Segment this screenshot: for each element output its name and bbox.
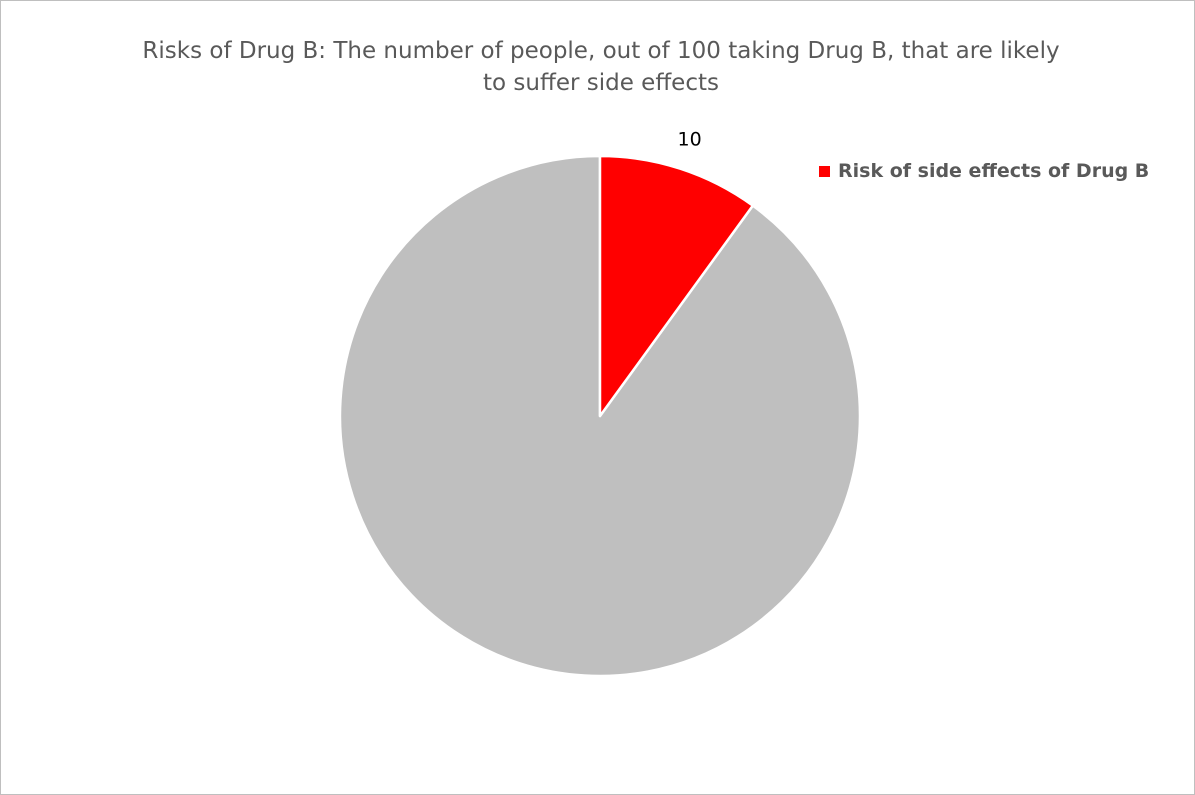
pie-slice-0 <box>598 154 755 418</box>
data-label-0: 10 <box>678 129 702 151</box>
legend-swatch <box>819 165 830 177</box>
legend-label: Risk of side effects of Drug B <box>838 160 1150 182</box>
chart-title: Risks of Drug B: The number of people, o… <box>142 38 1060 96</box>
legend: Risk of side effects of Drug B <box>819 160 1149 182</box>
